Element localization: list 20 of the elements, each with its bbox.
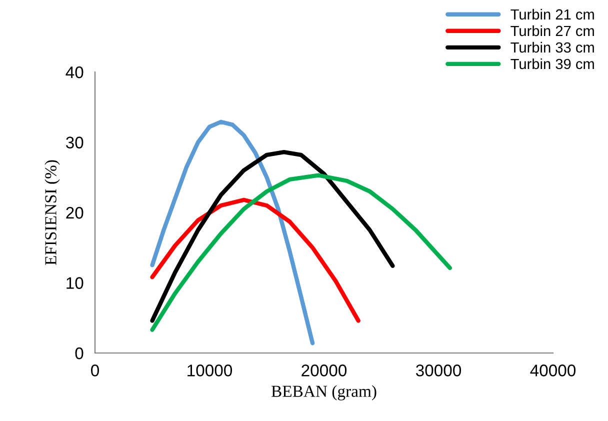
x-tick-label: 20000	[302, 364, 347, 376]
legend-label: Turbin 27 cm	[510, 25, 594, 36]
line-series	[150, 150, 395, 323]
legend-label: Turbin 39 cm	[510, 58, 594, 70]
y-axis-title: EFISIENSI (%)	[44, 160, 60, 266]
x-axis-title: BEBAN (gram)	[271, 385, 376, 400]
y-tick-label: 0	[75, 347, 84, 360]
y-tick-label: 30	[66, 136, 84, 148]
legend-label: Turbin 33 cm	[510, 42, 594, 53]
y-tick-label: 10	[66, 277, 84, 289]
x-tick-label: 10000	[188, 364, 232, 376]
line-series	[150, 120, 315, 346]
line-series	[150, 198, 360, 323]
y-tick-label: 40	[66, 66, 84, 78]
x-tick-label: 0	[91, 364, 99, 376]
line-series	[150, 173, 452, 332]
x-tick-label: 30000	[416, 364, 462, 376]
x-tick-label: 40000	[530, 364, 576, 376]
legend-label: Turbin 21 cm	[510, 8, 594, 20]
y-tick-label: 20	[66, 206, 84, 219]
